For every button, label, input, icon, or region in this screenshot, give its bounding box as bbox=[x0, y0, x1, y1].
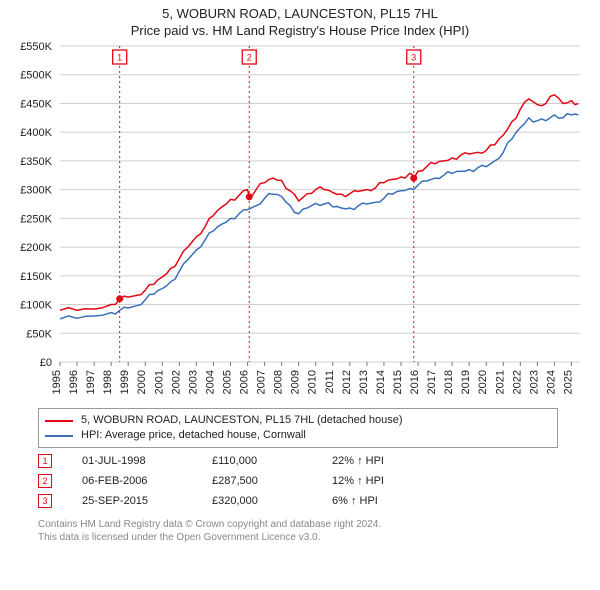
x-axis-tick-label: 1999 bbox=[119, 370, 131, 394]
sale-event-price: £287,500 bbox=[212, 475, 332, 487]
x-axis-tick-label: 2008 bbox=[273, 370, 285, 394]
y-axis-tick-label: £300K bbox=[20, 185, 52, 197]
sale-event-badge: 1 bbox=[38, 454, 52, 468]
sale-event-price: £320,000 bbox=[212, 495, 332, 507]
y-axis-tick-label: £150K bbox=[20, 271, 52, 283]
sale-marker-dot bbox=[246, 193, 253, 200]
x-axis-tick-label: 2003 bbox=[187, 370, 199, 394]
x-axis-tick-label: 2012 bbox=[341, 370, 353, 394]
attribution-line: Contains HM Land Registry data © Crown c… bbox=[38, 518, 558, 531]
sale-event-badge: 3 bbox=[38, 494, 52, 508]
y-axis-tick-label: £200K bbox=[20, 242, 52, 254]
sale-event-row: 1 01-JUL-1998£110,00022% ↑ HPI bbox=[38, 454, 558, 468]
sale-marker-number: 3 bbox=[411, 52, 416, 62]
x-axis-tick-label: 2004 bbox=[204, 370, 216, 394]
sale-marker-number: 2 bbox=[247, 52, 252, 62]
chart-title: 5, WOBURN ROAD, LAUNCESTON, PL15 7HL bbox=[0, 0, 600, 21]
sale-event-date: 25-SEP-2015 bbox=[82, 495, 212, 507]
y-axis-tick-label: £450K bbox=[20, 98, 52, 110]
x-axis-tick-label: 2025 bbox=[562, 370, 574, 394]
x-axis-tick-label: 2018 bbox=[443, 370, 455, 394]
y-axis-tick-label: £100K bbox=[20, 300, 52, 312]
legend-label: 5, WOBURN ROAD, LAUNCESTON, PL15 7HL (de… bbox=[81, 413, 403, 428]
sale-event-row: 2 06-FEB-2006£287,50012% ↑ HPI bbox=[38, 474, 558, 488]
series-line-hpi bbox=[60, 114, 578, 319]
x-axis-tick-label: 2002 bbox=[170, 370, 182, 394]
sale-event-delta: 22% ↑ HPI bbox=[332, 455, 384, 467]
x-axis-tick-label: 2016 bbox=[409, 370, 421, 394]
sale-event-row: 3 25-SEP-2015£320,0006% ↑ HPI bbox=[38, 494, 558, 508]
series-line-price_paid bbox=[60, 95, 578, 310]
x-axis-tick-label: 2022 bbox=[511, 370, 523, 394]
chart-figure: { "title": "5, WOBURN ROAD, LAUNCESTON, … bbox=[0, 0, 600, 590]
x-axis-tick-label: 2024 bbox=[545, 370, 557, 394]
x-axis-tick-label: 2005 bbox=[221, 370, 233, 394]
x-axis-tick-label: 2006 bbox=[239, 370, 251, 394]
legend: 5, WOBURN ROAD, LAUNCESTON, PL15 7HL (de… bbox=[38, 408, 558, 448]
legend-label: HPI: Average price, detached house, Corn… bbox=[81, 428, 306, 443]
y-axis-tick-label: £500K bbox=[20, 70, 52, 82]
legend-item: 5, WOBURN ROAD, LAUNCESTON, PL15 7HL (de… bbox=[45, 413, 551, 428]
x-axis-tick-label: 2011 bbox=[324, 370, 336, 394]
x-axis-tick-label: 2020 bbox=[477, 370, 489, 394]
x-axis-tick-label: 1996 bbox=[68, 370, 80, 394]
y-axis-tick-label: £0 bbox=[40, 357, 52, 369]
y-axis-tick-label: £350K bbox=[20, 156, 52, 168]
sale-marker-dot bbox=[410, 175, 417, 182]
x-axis-tick-label: 2013 bbox=[358, 370, 370, 394]
sale-event-date: 06-FEB-2006 bbox=[82, 475, 212, 487]
sale-event-price: £110,000 bbox=[212, 455, 332, 467]
x-axis-tick-label: 2019 bbox=[460, 370, 472, 394]
x-axis-tick-label: 2009 bbox=[290, 370, 302, 394]
x-axis-tick-label: 2000 bbox=[136, 370, 148, 394]
x-axis-tick-label: 2015 bbox=[392, 370, 404, 394]
sale-marker-dot bbox=[116, 295, 123, 302]
x-axis-tick-label: 2021 bbox=[494, 370, 506, 394]
y-axis-tick-label: £400K bbox=[20, 127, 52, 139]
legend-swatch bbox=[45, 435, 73, 437]
x-axis-tick-label: 2023 bbox=[528, 370, 540, 394]
y-axis-tick-label: £250K bbox=[20, 213, 52, 225]
legend-item: HPI: Average price, detached house, Corn… bbox=[45, 428, 551, 443]
sale-marker-number: 1 bbox=[117, 52, 122, 62]
sale-event-date: 01-JUL-1998 bbox=[82, 455, 212, 467]
x-axis-tick-label: 2007 bbox=[256, 370, 268, 394]
attribution-text: Contains HM Land Registry data © Crown c… bbox=[38, 518, 558, 544]
attribution-line: This data is licensed under the Open Gov… bbox=[38, 531, 558, 544]
sale-event-delta: 12% ↑ HPI bbox=[332, 475, 384, 487]
chart-subtitle: Price paid vs. HM Land Registry's House … bbox=[0, 21, 600, 42]
x-axis-tick-label: 2001 bbox=[153, 370, 165, 394]
x-axis-tick-label: 2017 bbox=[426, 370, 438, 394]
y-axis-tick-label: £50K bbox=[26, 328, 52, 340]
sales-events-table: 1 01-JUL-1998£110,00022% ↑ HPI 2 06-FEB-200… bbox=[38, 454, 558, 508]
x-axis-tick-label: 2010 bbox=[307, 370, 319, 394]
x-axis-tick-label: 1998 bbox=[102, 370, 114, 394]
y-axis-tick-label: £550K bbox=[20, 42, 52, 53]
legend-swatch bbox=[45, 420, 73, 422]
sale-event-badge: 2 bbox=[38, 474, 52, 488]
sale-event-delta: 6% ↑ HPI bbox=[332, 495, 378, 507]
x-axis-tick-label: 1997 bbox=[85, 370, 97, 394]
line-chart: £0 £50K £100K £150K £200K £250K £300K £350K £400… bbox=[0, 42, 600, 402]
x-axis-tick-label: 1995 bbox=[51, 370, 63, 394]
x-axis-tick-label: 2014 bbox=[375, 370, 387, 394]
